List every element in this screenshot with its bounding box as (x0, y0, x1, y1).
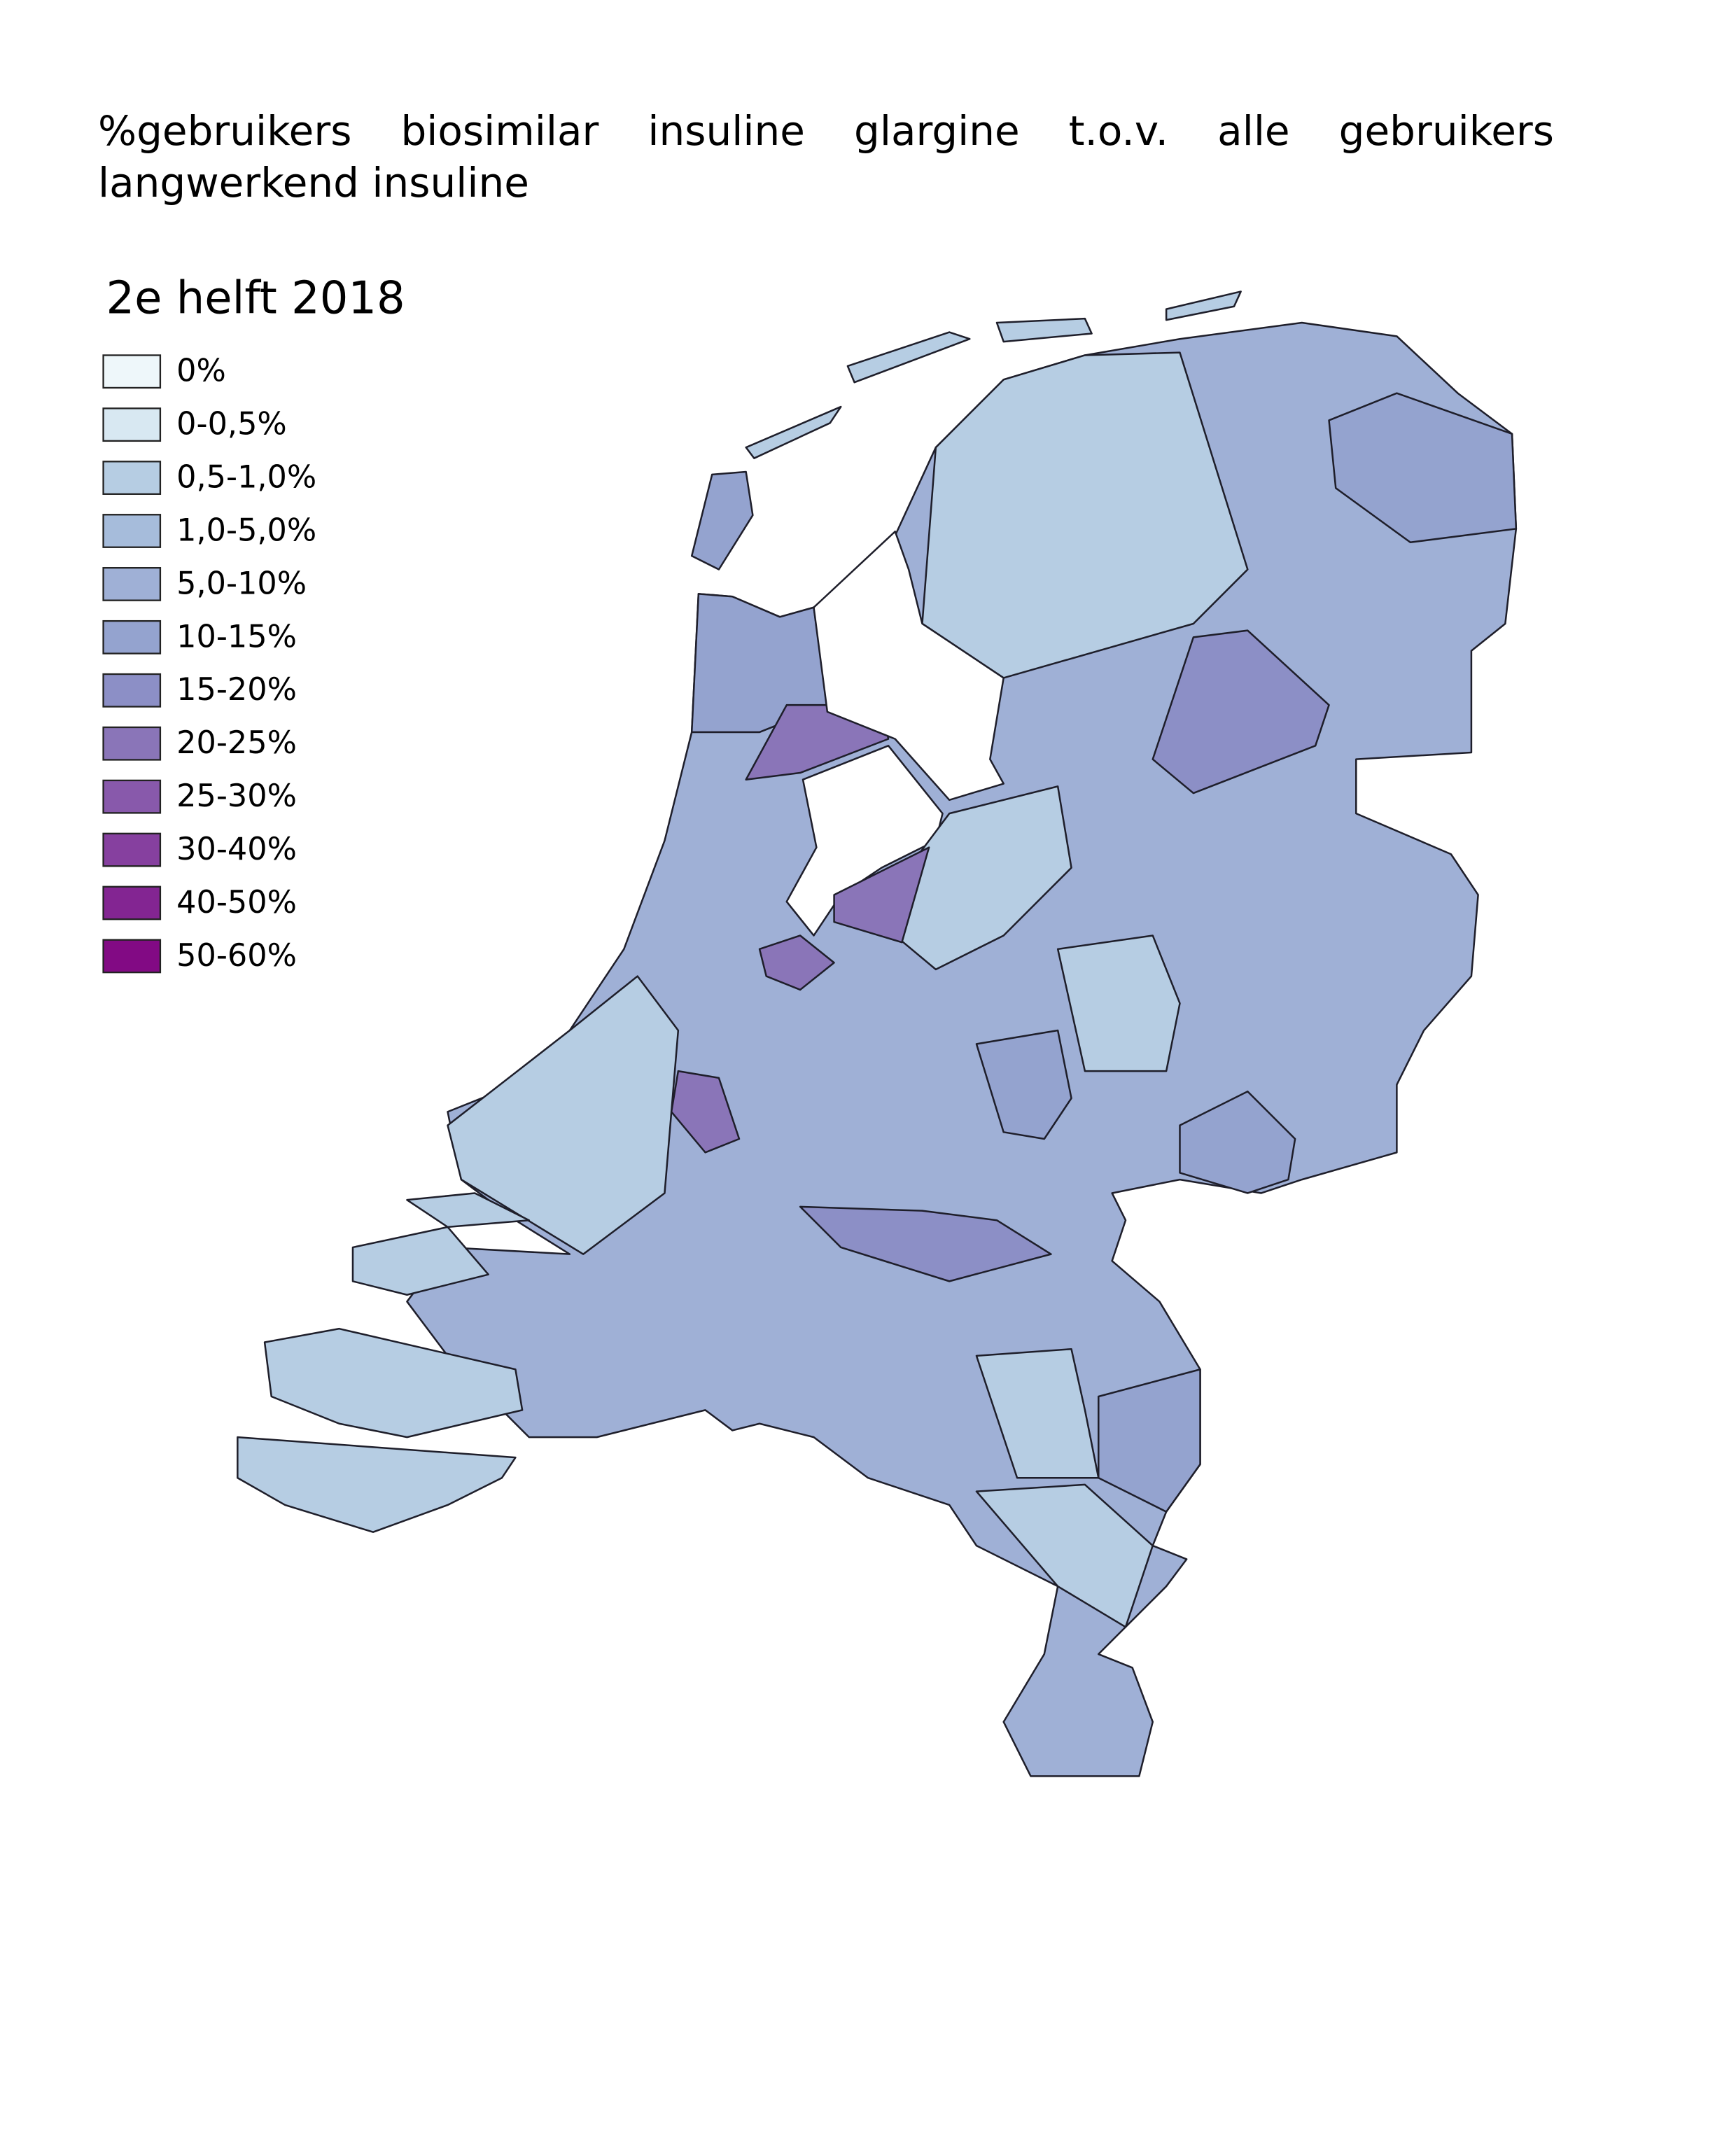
region (833, 846, 930, 944)
legend-label: 0,5-1,0% (176, 459, 316, 496)
region (975, 1029, 1072, 1140)
region (799, 1205, 1052, 1282)
map-title: %gebruikers biosimilar insuline glargine… (98, 107, 1554, 206)
legend-swatch (102, 779, 162, 814)
legend-swatch (102, 832, 162, 867)
legend-label: 5,0-10% (176, 565, 307, 601)
region (975, 1483, 1154, 1628)
region (995, 317, 1093, 343)
legend-label: 0% (176, 353, 226, 389)
region (1056, 934, 1181, 1072)
region (846, 331, 971, 384)
legend-label: 40-50% (176, 884, 297, 920)
legend-label: 15-20% (176, 671, 297, 708)
legend-swatch (102, 620, 162, 654)
region (406, 1192, 531, 1228)
legend-swatch (102, 354, 162, 389)
map-subtitle: 2e helft 2018 (106, 273, 405, 325)
legend-swatch (102, 407, 162, 442)
legend-label: 50-60% (176, 937, 297, 974)
legend-swatch (102, 514, 162, 548)
legend-swatch (102, 939, 162, 974)
region (1165, 290, 1242, 321)
legend-label: 0-0,5% (176, 406, 287, 442)
legend: 0% 0-0,5% 0,5-1,0% 1,0-5,0% 5,0-10% 10-15% 15-… (102, 353, 316, 974)
region (758, 934, 835, 991)
legend-swatch (102, 886, 162, 920)
legend-swatch (102, 567, 162, 601)
regions (237, 290, 1518, 1777)
region (745, 405, 842, 459)
legend-label: 30-40% (176, 831, 297, 867)
region (1328, 392, 1518, 544)
legend-label: 1,0-5,0% (176, 512, 316, 548)
region (1152, 629, 1330, 794)
region (351, 1226, 489, 1296)
legend-swatch (102, 461, 162, 495)
region (670, 1070, 741, 1154)
legend-label: 20-25% (176, 724, 297, 761)
region (1179, 1090, 1296, 1194)
region (237, 1436, 517, 1533)
region (975, 1348, 1100, 1479)
region (263, 1327, 524, 1438)
legend-label: 25-30% (176, 778, 297, 814)
region (690, 470, 754, 570)
legend-swatch (102, 726, 162, 761)
legend-label: 10-15% (176, 618, 297, 654)
lake (813, 531, 1004, 802)
region (1098, 1368, 1201, 1513)
legend-swatch (102, 673, 162, 708)
